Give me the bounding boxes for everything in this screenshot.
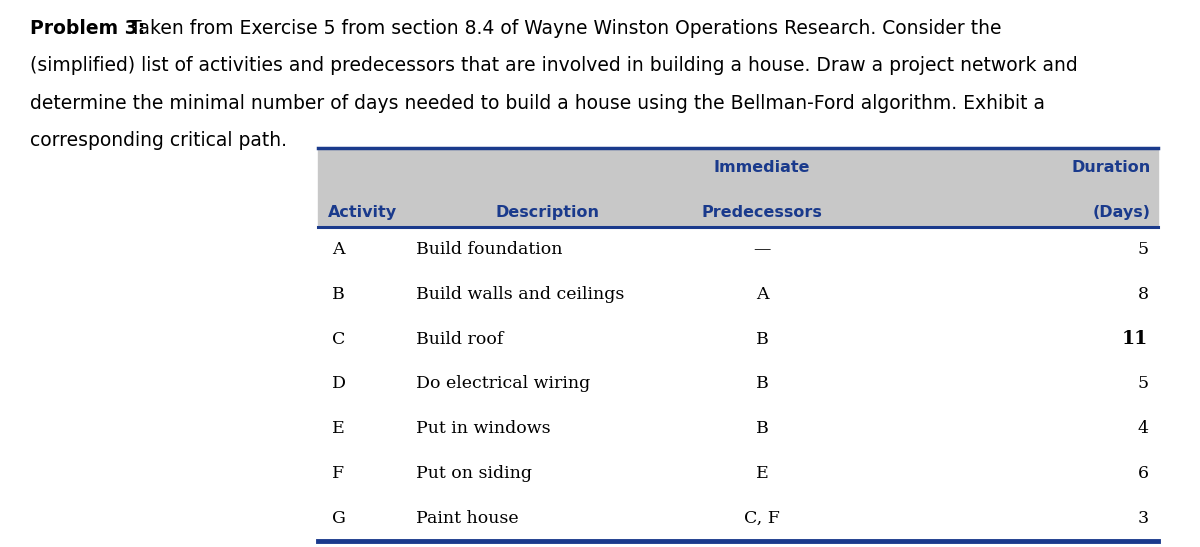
Text: A: A [332, 241, 344, 258]
Text: Do electrical wiring: Do electrical wiring [416, 375, 590, 393]
Text: A: A [756, 286, 768, 303]
Text: D: D [332, 375, 347, 393]
Text: B: B [332, 286, 346, 303]
Text: Put in windows: Put in windows [416, 420, 551, 438]
Text: F: F [332, 465, 344, 482]
Text: E: E [756, 465, 768, 482]
Text: 11: 11 [1122, 330, 1148, 348]
Text: 6: 6 [1138, 465, 1148, 482]
Text: (simplified) list of activities and predecessors that are involved in building a: (simplified) list of activities and pred… [30, 56, 1078, 75]
Text: B: B [756, 330, 768, 348]
Text: 5: 5 [1138, 241, 1148, 258]
Text: determine the minimal number of days needed to build a house using the Bellman-F: determine the minimal number of days nee… [30, 94, 1045, 113]
Text: B: B [756, 420, 768, 438]
Text: E: E [332, 420, 346, 438]
Text: C: C [332, 330, 346, 348]
Text: Activity: Activity [328, 206, 397, 220]
Text: (Days): (Days) [1093, 206, 1151, 220]
Text: Paint house: Paint house [416, 510, 520, 527]
Text: Build roof: Build roof [416, 330, 504, 348]
Text: Build foundation: Build foundation [416, 241, 563, 258]
Text: Problem 3:: Problem 3: [30, 19, 145, 38]
Text: B: B [756, 375, 768, 393]
Text: —: — [754, 241, 770, 258]
Text: Predecessors: Predecessors [702, 206, 822, 220]
Text: G: G [332, 510, 347, 527]
Text: Duration: Duration [1072, 160, 1151, 174]
Text: 3: 3 [1138, 510, 1148, 527]
Text: Put on siding: Put on siding [416, 465, 533, 482]
Text: Immediate: Immediate [714, 160, 810, 174]
Text: Build walls and ceilings: Build walls and ceilings [416, 286, 625, 303]
Bar [318, 148, 1158, 227]
Text: 5: 5 [1138, 375, 1148, 393]
Text: Taken from Exercise 5 from section 8.4 of Wayne Winston Operations Research. Con: Taken from Exercise 5 from section 8.4 o… [124, 19, 1001, 38]
Text: Description: Description [496, 206, 599, 220]
Text: 8: 8 [1138, 286, 1148, 303]
Text: corresponding critical path.: corresponding critical path. [30, 131, 287, 150]
Text: C, F: C, F [744, 510, 780, 527]
Text: 4: 4 [1138, 420, 1148, 438]
